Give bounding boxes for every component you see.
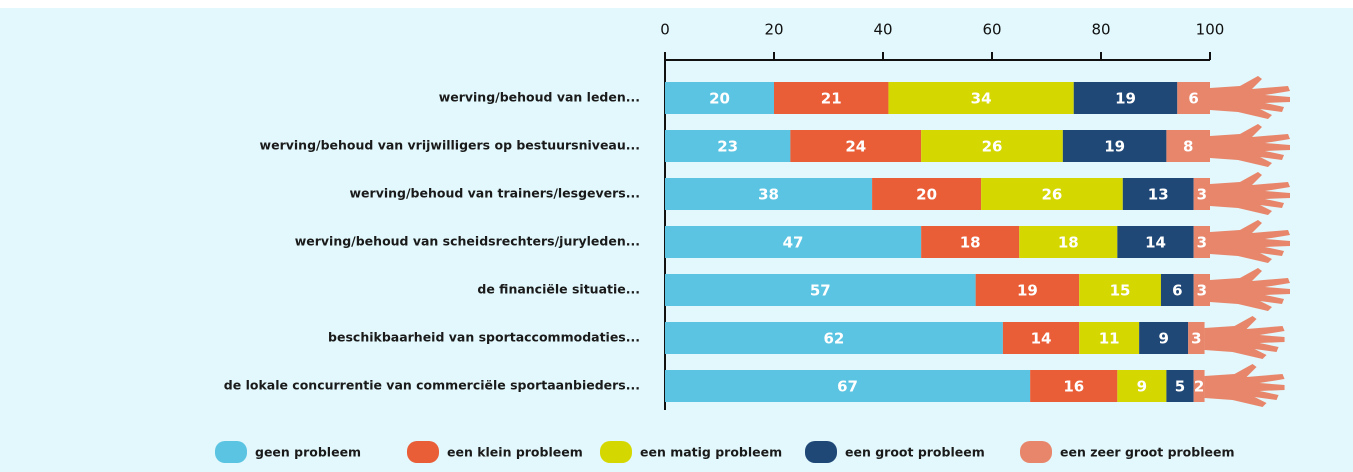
- value-label: 34: [971, 90, 992, 108]
- legend-label: geen probleem: [255, 445, 361, 460]
- value-label: 19: [1017, 282, 1038, 300]
- chart: 0 20 40 60 80 100 werving/behoud van leden... 2…: [0, 0, 1353, 472]
- value-label: 8: [1183, 138, 1193, 156]
- value-label: 20: [709, 90, 730, 108]
- value-label: 3: [1197, 186, 1207, 204]
- legend-label: een zeer groot probleem: [1060, 445, 1234, 460]
- x-tick-label: 0: [660, 21, 670, 39]
- value-label: 6: [1188, 90, 1198, 108]
- value-label: 67: [837, 378, 858, 396]
- value-label: 5: [1175, 378, 1185, 396]
- value-label: 23: [717, 138, 738, 156]
- legend-swatch: [600, 441, 632, 463]
- category-label: de lokale concurrentie van commerciële s…: [224, 378, 640, 393]
- value-label: 15: [1110, 282, 1131, 300]
- value-label: 3: [1197, 282, 1207, 300]
- value-label: 47: [783, 234, 804, 252]
- value-label: 3: [1191, 330, 1201, 348]
- value-label: 24: [845, 138, 866, 156]
- x-tick-label: 80: [1091, 21, 1110, 39]
- legend-swatch: [1020, 441, 1052, 463]
- category-label: de financiële situatie...: [477, 282, 640, 297]
- value-label: 14: [1145, 234, 1166, 252]
- legend-swatch: [805, 441, 837, 463]
- value-label: 3: [1197, 234, 1207, 252]
- legend-swatch: [215, 441, 247, 463]
- value-label: 57: [810, 282, 831, 300]
- value-label: 19: [1115, 90, 1136, 108]
- value-label: 26: [1042, 186, 1063, 204]
- category-label: werving/behoud van vrijwilligers op best…: [260, 138, 640, 153]
- value-label: 62: [824, 330, 845, 348]
- category-label: werving/behoud van leden...: [439, 90, 640, 105]
- value-label: 2: [1194, 378, 1204, 396]
- value-label: 6: [1172, 282, 1182, 300]
- value-label: 18: [960, 234, 981, 252]
- value-label: 13: [1148, 186, 1169, 204]
- legend-swatch: [407, 441, 439, 463]
- legend-label: een groot probleem: [845, 445, 985, 460]
- value-label: 38: [758, 186, 779, 204]
- x-tick-label: 60: [982, 21, 1001, 39]
- value-label: 9: [1137, 378, 1147, 396]
- x-tick-label: 20: [764, 21, 783, 39]
- value-label: 19: [1104, 138, 1125, 156]
- value-label: 9: [1158, 330, 1168, 348]
- category-label: beschikbaarheid van sportaccommodaties..…: [328, 330, 640, 345]
- value-label: 20: [916, 186, 937, 204]
- value-label: 26: [982, 138, 1003, 156]
- x-tick-label: 40: [873, 21, 892, 39]
- value-label: 11: [1099, 330, 1120, 348]
- value-label: 21: [821, 90, 842, 108]
- value-label: 18: [1058, 234, 1079, 252]
- value-label: 14: [1031, 330, 1052, 348]
- x-tick-label: 100: [1196, 21, 1225, 39]
- category-label: werving/behoud van scheidsrechters/juryl…: [295, 234, 640, 249]
- category-label: werving/behoud van trainers/lesgevers...: [350, 186, 641, 201]
- legend-label: een matig probleem: [640, 445, 782, 460]
- value-label: 16: [1063, 378, 1084, 396]
- legend-label: een klein probleem: [447, 445, 583, 460]
